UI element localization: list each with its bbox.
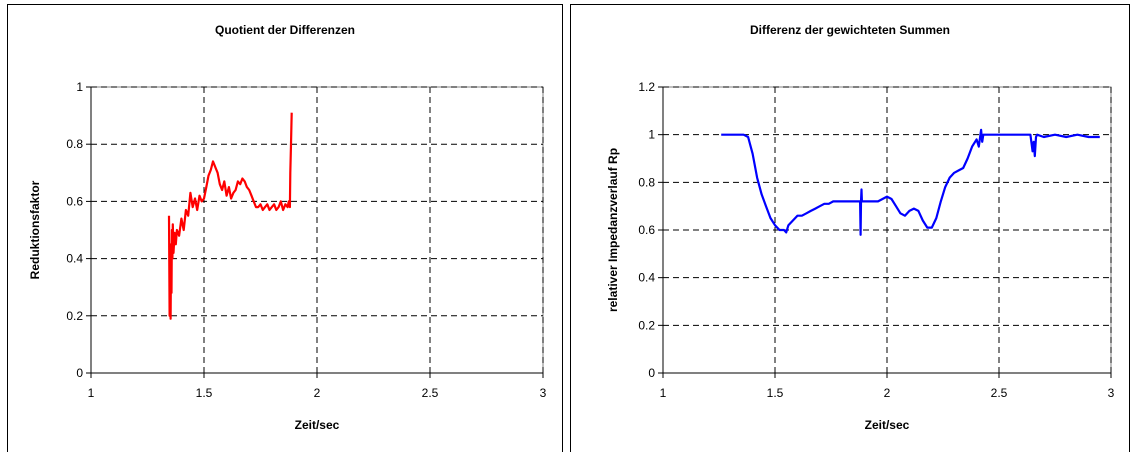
y-tick-label: 0.8 [66, 137, 83, 151]
chart-reduktionsfaktor: 0 0.2 0.4 0.6 0.8 1 1 1.5 2 2.5 3 Zeit/sec Reduktion… [28, 80, 547, 432]
x-tick-label: 1 [88, 386, 95, 400]
y-tick-label: 0.2 [66, 309, 83, 323]
y-tick-label: 0.4 [66, 252, 83, 266]
y-tick-label: 0.6 [66, 194, 83, 208]
x-tick-label: 3 [540, 386, 547, 400]
y-tick-label: 0.8 [638, 175, 655, 189]
series-line [167, 112, 293, 320]
y-tick-label: 0.2 [638, 318, 655, 332]
chart-panel-right: Differenz der gewichteten Summen 0 0.2 0.4… [570, 4, 1130, 452]
y-tick-label: 0.6 [638, 223, 655, 237]
chart-panel-left: Quotient der Differenzen 0 0.2 0.4 0.6 0.8 1 1… [7, 4, 563, 452]
chart-impedanzverlauf: 0 0.2 0.4 0.6 0.8 1 1.2 1 1.5 2 2.5 3 Zeit/sec relati… [606, 80, 1115, 432]
y-axis-label: Reduktionsfaktor [28, 180, 42, 279]
y-tick-label: 0 [76, 366, 83, 380]
x-tick-label: 3 [1108, 386, 1115, 400]
x-tick-label: 2.5 [422, 386, 439, 400]
x-tick-label: 2.5 [991, 386, 1008, 400]
y-tick-label: 1 [76, 80, 83, 94]
x-tick-label: 2 [314, 386, 321, 400]
chart-title: Quotient der Differenzen [214, 23, 355, 37]
x-tick-label: 1.5 [767, 386, 784, 400]
x-axis-label: Zeit/sec [865, 418, 910, 432]
y-tick-label: 0 [648, 366, 655, 380]
y-tick-label: 1 [648, 128, 655, 142]
x-tick-label: 1 [660, 386, 667, 400]
x-axis-label: Zeit/sec [295, 418, 340, 432]
chart-title: Differenz der gewichteten Summen [749, 23, 951, 37]
y-tick-label: 1.2 [638, 80, 655, 94]
x-tick-label: 2 [884, 386, 891, 400]
series-line [721, 128, 1100, 236]
x-tick-label: 1.5 [196, 386, 213, 400]
y-tick-label: 0.4 [638, 271, 655, 285]
y-axis-label: relativer Impedanzverlauf Rp [606, 148, 620, 312]
